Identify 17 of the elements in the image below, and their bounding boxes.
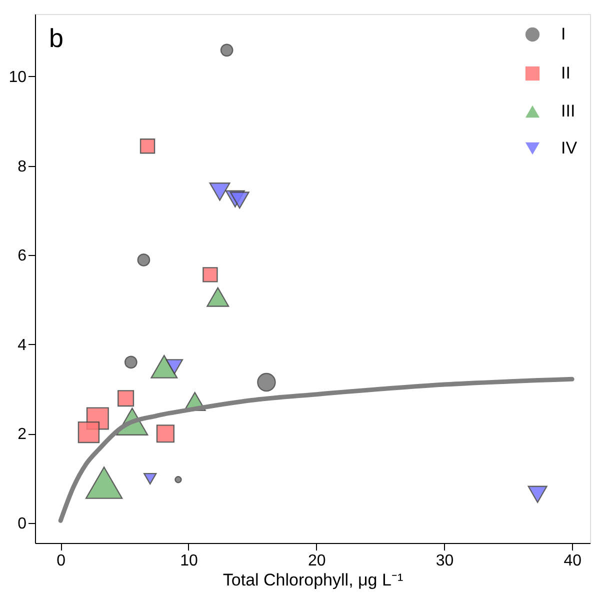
x-tick-label: 30 bbox=[436, 552, 454, 570]
y-tick-label: 10 bbox=[8, 69, 27, 86]
annotation: b bbox=[49, 23, 64, 53]
y-tick-label: 6 bbox=[18, 248, 27, 265]
legend-label: III bbox=[561, 102, 576, 120]
y-tick-label: 8 bbox=[18, 158, 27, 176]
x-tick-label: 0 bbox=[56, 552, 66, 570]
y-tick-label: 2 bbox=[18, 426, 27, 444]
legend-label: IV bbox=[561, 138, 578, 158]
x-axis-title: Total Chlorophyll, μg L⁻¹ bbox=[222, 570, 404, 590]
y-tick-label: 4 bbox=[18, 336, 27, 354]
legend-label: I bbox=[561, 24, 566, 44]
x-tick-label: 10 bbox=[180, 552, 198, 570]
x-tick-label: 20 bbox=[308, 552, 326, 570]
y-tick-label: 0 bbox=[18, 515, 27, 532]
x-tick-label: 40 bbox=[564, 552, 582, 570]
legend-label: II bbox=[561, 64, 570, 82]
